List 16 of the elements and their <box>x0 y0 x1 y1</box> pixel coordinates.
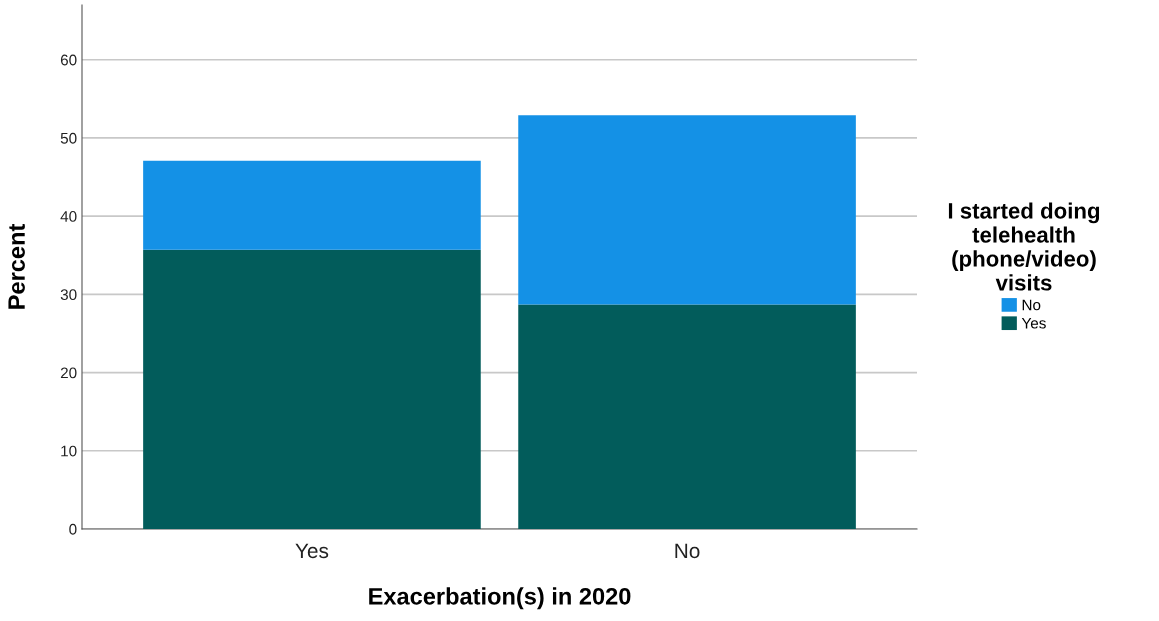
y-tick-label: 10 <box>61 445 77 457</box>
y-tick-label: 60 <box>60 54 77 66</box>
legend-label: No <box>1022 299 1041 311</box>
y-tick-label: 30 <box>60 289 77 301</box>
bar <box>143 160 481 250</box>
y-tick-label: 0 <box>69 523 77 535</box>
x-axis-title: Exacerbation(s) in 2020 <box>369 587 631 610</box>
y-tick-label: 20 <box>60 367 77 379</box>
y-tick-label: 40 <box>60 211 77 222</box>
bar <box>518 304 856 529</box>
y-tick-label: 50 <box>60 132 77 144</box>
legend-title: I started doing telehealth (phone/video) visits <box>948 202 1100 291</box>
legend-label: Yes <box>1021 317 1046 329</box>
bar <box>143 249 481 529</box>
y-axis-title: Percent <box>8 223 25 309</box>
bar <box>518 115 856 305</box>
